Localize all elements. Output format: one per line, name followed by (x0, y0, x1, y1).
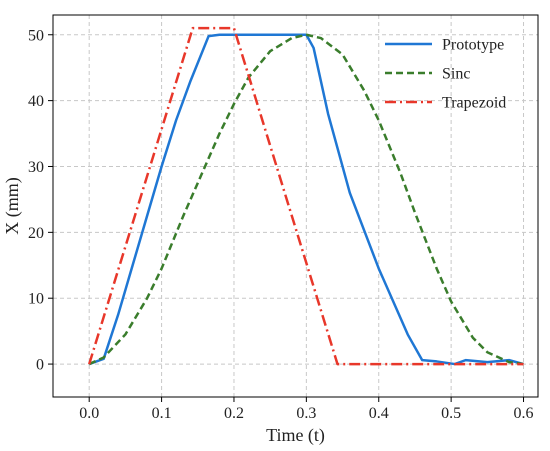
x-tick-label: 0.6 (514, 405, 534, 422)
y-tick-label: 20 (28, 225, 44, 242)
y-tick-label: 10 (28, 291, 44, 308)
series-line-sinc (88, 33, 524, 366)
legend-label-trapezoid: Trapezoid (442, 95, 506, 112)
legend-label-prototype: Prototype (442, 37, 504, 54)
y-tick-label: 40 (28, 93, 44, 110)
legend: Prototype Sinc Trapezoid (385, 37, 506, 112)
x-tick-label: 0.4 (369, 405, 389, 422)
series-line-trapezoid (87, 26, 524, 366)
x-tick-label: 0.5 (441, 405, 461, 422)
x-tick-label: 0.1 (152, 405, 172, 422)
grid (53, 15, 538, 397)
series-lines (87, 26, 524, 366)
x-tick-label: 0.2 (224, 405, 244, 422)
legend-label-sinc: Sinc (442, 66, 470, 83)
x-tick-label: 0.3 (296, 405, 316, 422)
y-tick-label: 30 (28, 159, 44, 176)
plot-frame (52, 14, 539, 398)
y-tick-label: 0 (36, 357, 44, 374)
axis-ticks: 0.0 0.1 0.2 0.3 0.4 0.5 0.6 0 10 20 30 40 50 (28, 27, 534, 422)
x-tick-label: 0.0 (79, 405, 99, 422)
y-axis-label: X (mm) (2, 177, 23, 235)
x-axis-label: Time (t) (266, 425, 325, 446)
y-tick-label: 50 (28, 27, 44, 44)
